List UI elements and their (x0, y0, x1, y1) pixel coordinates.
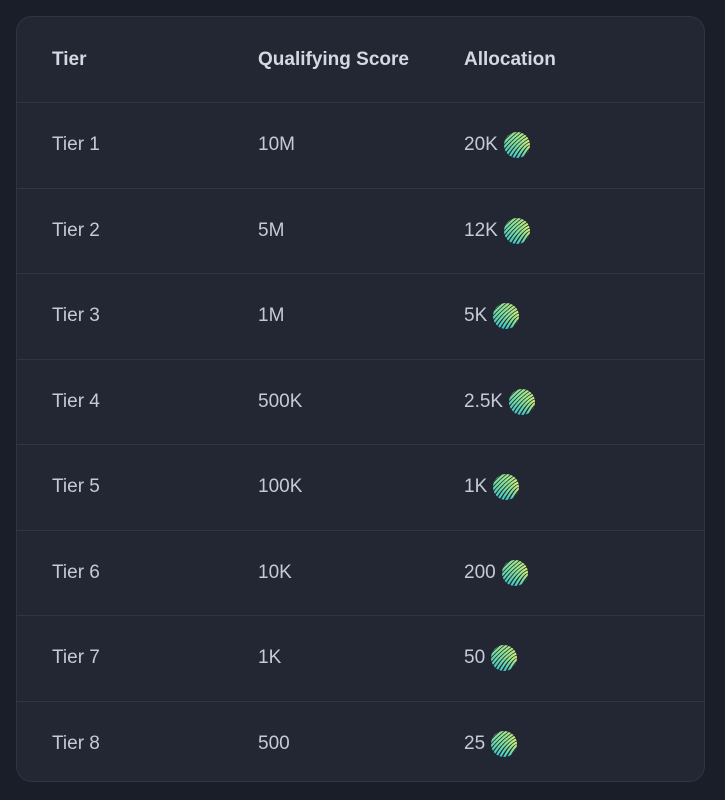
token-coin-icon (501, 559, 528, 586)
tier-cell: Tier 2 (52, 219, 100, 241)
table-row: Tier 2 5M 12K (17, 189, 704, 274)
table-row: Tier 7 1K 50 (17, 616, 704, 702)
allocation-value: 1K (464, 476, 488, 498)
allocation-value: 25 (464, 733, 486, 755)
allocation-value: 20K (464, 134, 498, 156)
allocation-value: 200 (464, 561, 496, 583)
allocation-cell: 25 (464, 730, 518, 758)
qualifying-score-cell: 1K (258, 647, 282, 669)
qualifying-score-cell: 10K (258, 561, 292, 583)
qualifying-score-cell: 500 (258, 733, 290, 755)
allocation-value: 2.5K (464, 390, 504, 412)
token-coin-icon (491, 731, 518, 758)
token-coin-icon (503, 132, 530, 159)
qualifying-score-cell: 5M (258, 219, 285, 241)
table-row: Tier 1 10M 20K (17, 103, 704, 189)
header-tier: Tier (52, 48, 87, 70)
allocation-value: 12K (464, 219, 498, 241)
token-coin-icon (509, 388, 536, 415)
tier-cell: Tier 5 (52, 476, 100, 498)
tier-cell: Tier 6 (52, 561, 100, 583)
table-row: Tier 6 10K 200 (17, 531, 704, 616)
allocation-value: 5K (464, 305, 488, 327)
tier-cell: Tier 8 (52, 733, 100, 755)
token-coin-icon (503, 217, 530, 244)
qualifying-score-cell: 500K (258, 390, 303, 412)
qualifying-score-cell: 10M (258, 134, 295, 156)
token-coin-icon (493, 303, 520, 330)
tier-cell: Tier 3 (52, 305, 100, 327)
token-coin-icon (491, 645, 518, 672)
tier-table: Tier Qualifying Score Allocation Tier 1 … (16, 16, 705, 782)
header-qualifying-score: Qualifying Score (258, 48, 409, 70)
allocation-cell: 1K (464, 473, 520, 501)
allocation-cell: 12K (464, 217, 531, 245)
token-coin-icon (493, 474, 520, 501)
qualifying-score-cell: 100K (258, 476, 303, 498)
tier-cell: Tier 7 (52, 647, 100, 669)
allocation-cell: 50 (464, 644, 518, 672)
table-header-row: Tier Qualifying Score Allocation (17, 17, 704, 103)
table-row: Tier 3 1M 5K (17, 274, 704, 360)
tier-cell: Tier 4 (52, 390, 100, 412)
table-row: Tier 8 500 25 (17, 702, 704, 782)
allocation-cell: 2.5K (464, 388, 536, 416)
allocation-value: 50 (464, 647, 486, 669)
tier-cell: Tier 1 (52, 134, 100, 156)
allocation-cell: 5K (464, 302, 520, 330)
table-row: Tier 4 500K 2.5K (17, 360, 704, 445)
allocation-cell: 20K (464, 131, 531, 159)
allocation-cell: 200 (464, 559, 529, 587)
qualifying-score-cell: 1M (258, 305, 285, 327)
table-row: Tier 5 100K 1K (17, 445, 704, 531)
header-allocation: Allocation (464, 48, 556, 70)
